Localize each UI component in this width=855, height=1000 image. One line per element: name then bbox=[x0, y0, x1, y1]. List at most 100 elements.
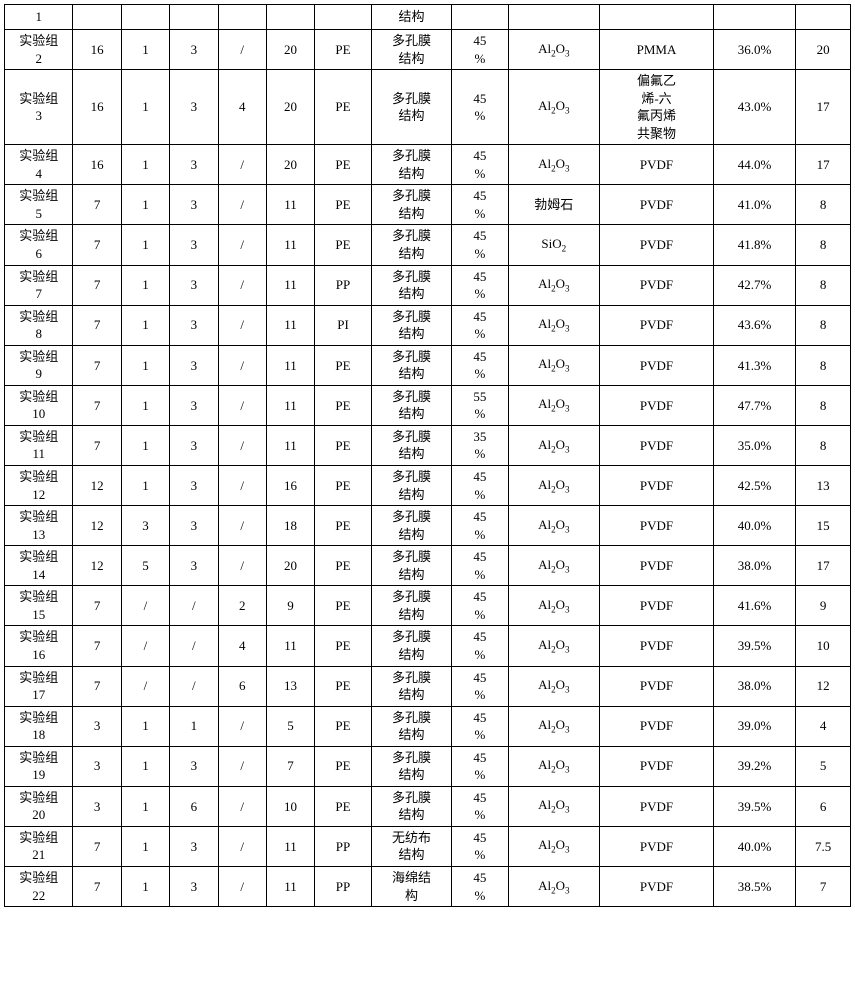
table-cell: 11 bbox=[266, 826, 314, 866]
table-cell: 11 bbox=[266, 626, 314, 666]
table-cell: / bbox=[121, 666, 169, 706]
table-row: 实验组11713/11PE多孔膜结构35%Al2O3PVDF35.0%8 bbox=[5, 425, 851, 465]
table-cell: 3 bbox=[170, 145, 218, 185]
table-cell: 11 bbox=[266, 265, 314, 305]
table-cell: PE bbox=[315, 786, 372, 826]
table-cell: 海绵结构 bbox=[371, 866, 451, 906]
table-cell: 16 bbox=[73, 70, 121, 145]
table-cell: 1 bbox=[121, 185, 169, 225]
table-cell bbox=[266, 5, 314, 30]
table-cell: 1 bbox=[121, 145, 169, 185]
table-row: 实验组10713/11PE多孔膜结构55%Al2O3PVDF47.7%8 bbox=[5, 385, 851, 425]
table-cell: PVDF bbox=[599, 866, 713, 906]
table-cell: PE bbox=[315, 345, 372, 385]
table-row: 实验组141253/20PE多孔膜结构45%Al2O3PVDF38.0%17 bbox=[5, 546, 851, 586]
table-cell: PE bbox=[315, 626, 372, 666]
table-cell: PVDF bbox=[599, 225, 713, 265]
table-cell: 3 bbox=[73, 706, 121, 746]
table-cell: PVDF bbox=[599, 425, 713, 465]
table-cell: 7.5 bbox=[796, 826, 851, 866]
table-cell: 实验组2 bbox=[5, 30, 73, 70]
table-cell: 45% bbox=[452, 746, 509, 786]
table-cell: PVDF bbox=[599, 706, 713, 746]
table-cell: 8 bbox=[796, 385, 851, 425]
table-cell: 多孔膜结构 bbox=[371, 70, 451, 145]
table-cell: / bbox=[218, 345, 266, 385]
table-cell: / bbox=[218, 385, 266, 425]
table-cell: 1 bbox=[121, 385, 169, 425]
table-cell: 11 bbox=[266, 345, 314, 385]
table-cell: 7 bbox=[73, 586, 121, 626]
table-cell: 4 bbox=[218, 626, 266, 666]
table-cell: Al2O3 bbox=[508, 546, 599, 586]
table-cell: 45% bbox=[452, 185, 509, 225]
table-cell: Al2O3 bbox=[508, 706, 599, 746]
table-cell: 45% bbox=[452, 546, 509, 586]
table-cell: PVDF bbox=[599, 666, 713, 706]
table-cell: PI bbox=[315, 305, 372, 345]
table-cell: 16 bbox=[266, 466, 314, 506]
table-cell: / bbox=[218, 145, 266, 185]
table-cell: 3 bbox=[170, 70, 218, 145]
table-cell bbox=[73, 5, 121, 30]
table-cell: / bbox=[121, 586, 169, 626]
table-cell: PVDF bbox=[599, 265, 713, 305]
table-cell: 7 bbox=[73, 826, 121, 866]
table-cell: PP bbox=[315, 265, 372, 305]
table-cell: 实验组12 bbox=[5, 466, 73, 506]
table-cell: 11 bbox=[266, 385, 314, 425]
table-cell: Al2O3 bbox=[508, 466, 599, 506]
table-cell: 7 bbox=[73, 866, 121, 906]
table-cell: 实验组11 bbox=[5, 425, 73, 465]
table-cell: 6 bbox=[796, 786, 851, 826]
table-cell: 45% bbox=[452, 826, 509, 866]
table-cell: 15 bbox=[796, 506, 851, 546]
table-cell: 17 bbox=[796, 546, 851, 586]
table-cell: 20 bbox=[266, 70, 314, 145]
table-cell: 42.5% bbox=[714, 466, 796, 506]
table-cell: PE bbox=[315, 666, 372, 706]
table-cell: 多孔膜结构 bbox=[371, 425, 451, 465]
table-cell: 多孔膜结构 bbox=[371, 626, 451, 666]
table-cell: 55% bbox=[452, 385, 509, 425]
table-cell: 多孔膜结构 bbox=[371, 586, 451, 626]
table-cell: 1 bbox=[121, 345, 169, 385]
table-cell: 39.5% bbox=[714, 786, 796, 826]
table-cell: 35% bbox=[452, 425, 509, 465]
table-cell: PVDF bbox=[599, 385, 713, 425]
table-cell: 6 bbox=[170, 786, 218, 826]
table-cell: 实验组9 bbox=[5, 345, 73, 385]
table-cell: 实验组10 bbox=[5, 385, 73, 425]
table-row: 实验组7713/11PP多孔膜结构45%Al2O3PVDF42.7%8 bbox=[5, 265, 851, 305]
table-cell: 3 bbox=[170, 185, 218, 225]
table-cell: 7 bbox=[73, 666, 121, 706]
table-cell: Al2O3 bbox=[508, 626, 599, 666]
table-cell: 45% bbox=[452, 506, 509, 546]
table-cell bbox=[796, 5, 851, 30]
table-cell: 7 bbox=[73, 345, 121, 385]
table-cell: 11 bbox=[266, 225, 314, 265]
table-cell: Al2O3 bbox=[508, 826, 599, 866]
table-cell: PE bbox=[315, 185, 372, 225]
table-cell: 7 bbox=[73, 265, 121, 305]
table-cell: 3 bbox=[170, 385, 218, 425]
table-cell: 多孔膜结构 bbox=[371, 786, 451, 826]
table-cell: 3 bbox=[170, 506, 218, 546]
table-row: 实验组20316/10PE多孔膜结构45%Al2O3PVDF39.5%6 bbox=[5, 786, 851, 826]
table-cell: 7 bbox=[796, 866, 851, 906]
table-cell: 42.7% bbox=[714, 265, 796, 305]
table-cell: PE bbox=[315, 225, 372, 265]
table-cell: Al2O3 bbox=[508, 746, 599, 786]
table-cell: / bbox=[218, 786, 266, 826]
table-cell: 3 bbox=[170, 225, 218, 265]
table-cell: 8 bbox=[796, 345, 851, 385]
table-cell: 实验组21 bbox=[5, 826, 73, 866]
table-cell: 多孔膜结构 bbox=[371, 265, 451, 305]
table-cell: PVDF bbox=[599, 305, 713, 345]
table-cell: PVDF bbox=[599, 185, 713, 225]
table-cell: / bbox=[218, 225, 266, 265]
table-cell: 45% bbox=[452, 70, 509, 145]
table-cell: PVDF bbox=[599, 546, 713, 586]
table-cell: Al2O3 bbox=[508, 265, 599, 305]
table-cell: 1 bbox=[121, 466, 169, 506]
